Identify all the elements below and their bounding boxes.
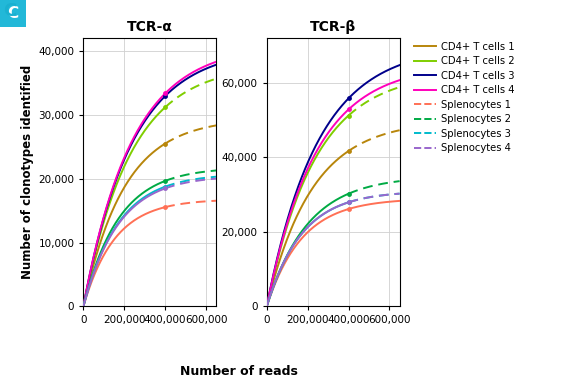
Legend: CD4+ T cells 1, CD4+ T cells 2, CD4+ T cells 3, CD4+ T cells 4, Splenocytes 1, S: CD4+ T cells 1, CD4+ T cells 2, CD4+ T c… [410,38,519,157]
Text: C: C [7,6,18,21]
Y-axis label: Number of clonotypes identified: Number of clonotypes identified [21,65,34,280]
Title: TCR-α: TCR-α [127,20,172,34]
Title: TCR-β: TCR-β [310,20,356,34]
Text: Number of reads: Number of reads [179,365,298,378]
Text: C: C [3,2,16,20]
